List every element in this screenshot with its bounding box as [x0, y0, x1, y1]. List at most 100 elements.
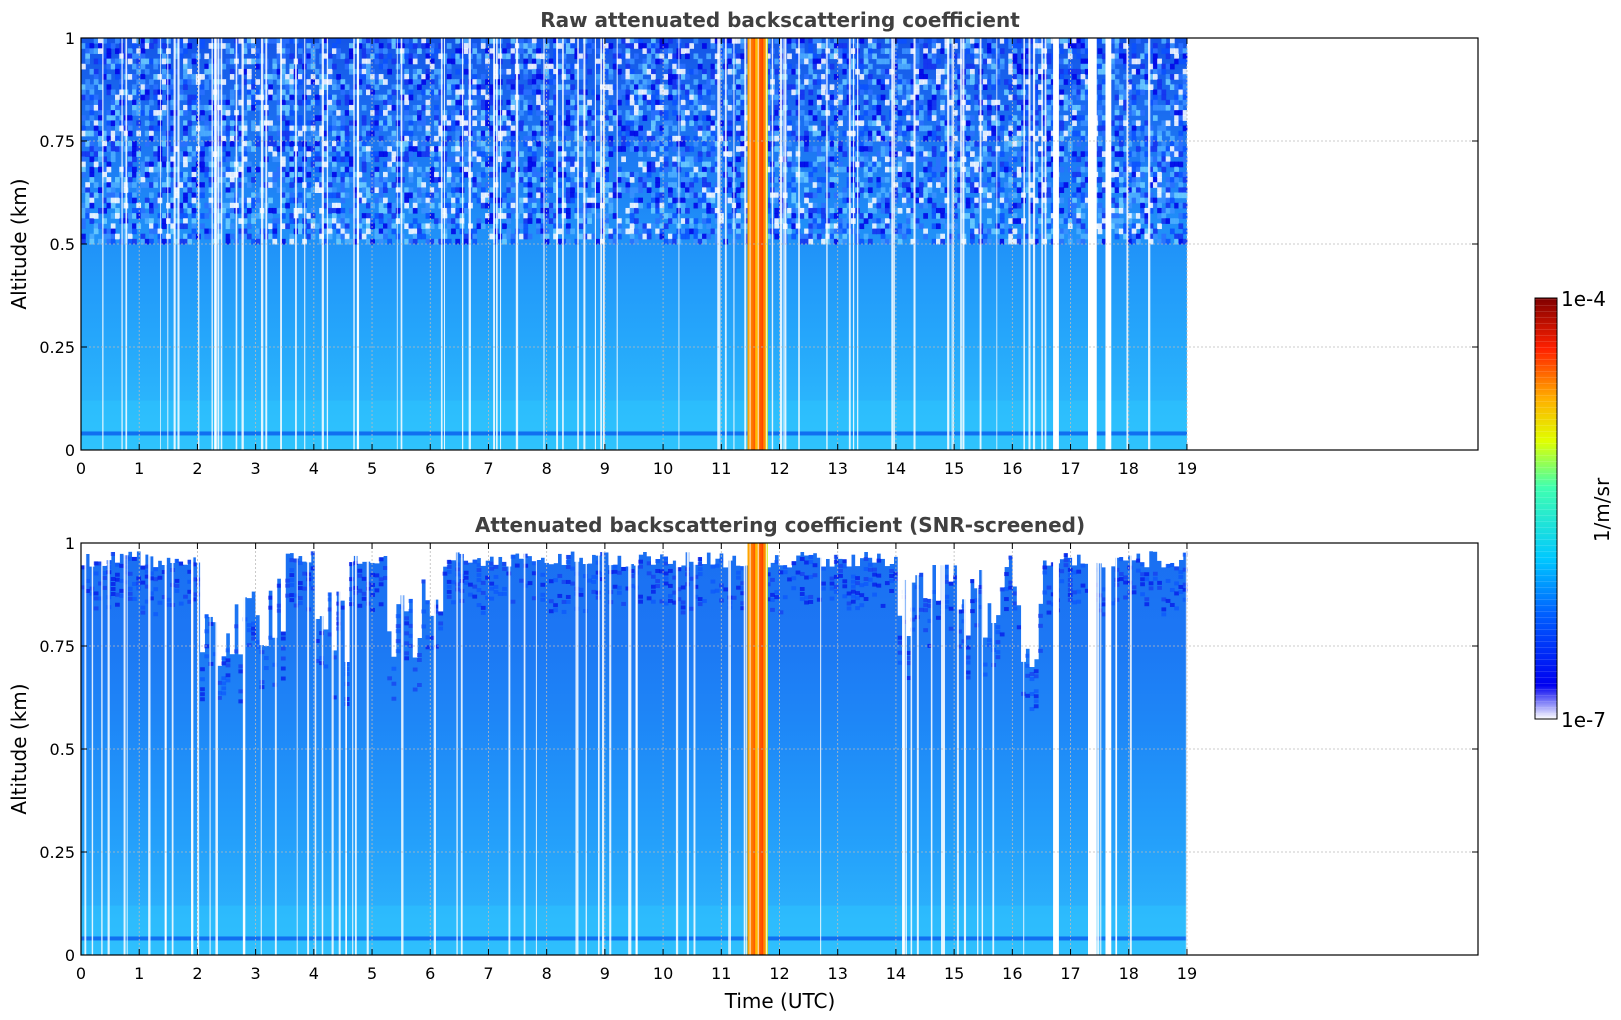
heatmap-cell	[927, 166, 933, 173]
heatmap-cell	[880, 94, 886, 101]
heatmap-cell	[685, 146, 690, 152]
heatmap-cell	[693, 233, 699, 240]
heatmap-cell	[935, 161, 941, 168]
heatmap-cell	[225, 104, 231, 111]
heatmap-cell	[327, 74, 333, 80]
heatmap-cell	[659, 84, 665, 90]
heatmap-cell	[974, 187, 980, 193]
heatmap-cell	[89, 233, 95, 240]
heatmap-cell	[370, 89, 376, 96]
heatmap-cell	[1004, 182, 1009, 188]
heatmap-cell	[353, 213, 358, 219]
heatmap-cell	[948, 151, 954, 157]
heatmap-cell	[799, 207, 805, 214]
heatmap-cell	[553, 115, 558, 121]
heatmap-cell	[659, 130, 665, 137]
heatmap-cell	[81, 63, 86, 70]
heatmap-cell	[901, 99, 907, 106]
heatmap-cell	[536, 187, 541, 193]
heatmap-cell	[765, 202, 771, 209]
heatmap-cell	[599, 146, 605, 152]
heatmap-cell	[948, 130, 954, 137]
heatmap-cell	[519, 38, 524, 44]
heatmap-cell	[246, 43, 252, 49]
heatmap-cell	[880, 48, 886, 54]
heatmap-cell	[918, 125, 924, 132]
heatmap-cell	[110, 120, 116, 127]
heatmap-cell	[595, 146, 601, 152]
heatmap-cell	[531, 151, 537, 157]
heatmap-cell	[595, 110, 601, 116]
heatmap-cell	[655, 141, 661, 147]
heatmap-cell	[608, 125, 614, 132]
heatmap-cell	[204, 53, 210, 60]
heatmap-cell	[629, 58, 635, 65]
heatmap-cell	[531, 43, 537, 49]
heatmap-cell	[455, 166, 461, 173]
heatmap-cell	[953, 141, 958, 147]
heatmap-cell	[685, 177, 690, 183]
heatmap-cell	[616, 94, 622, 101]
heatmap-cell	[370, 68, 376, 75]
heatmap-cell	[910, 63, 916, 70]
heatmap-cell	[650, 202, 656, 209]
heatmap-cell	[897, 84, 903, 90]
heatmap-cell	[570, 99, 575, 106]
heatmap-cell	[663, 115, 669, 121]
heatmap-cell	[765, 38, 771, 44]
heatmap-cell	[383, 228, 388, 235]
heatmap-cell	[314, 130, 320, 137]
heatmap-cell	[1025, 58, 1031, 65]
heatmap-cell	[884, 202, 890, 209]
heatmap-cell	[859, 182, 865, 188]
heatmap-cell	[974, 182, 980, 188]
heatmap-cell	[115, 141, 120, 147]
heatmap-cell	[502, 197, 507, 204]
heatmap-cell	[672, 84, 678, 90]
heatmap-cell	[821, 89, 826, 96]
heatmap-cell	[297, 202, 303, 209]
heatmap-cell	[867, 238, 873, 245]
heatmap-cell	[599, 171, 605, 178]
heatmap-cell	[527, 48, 533, 54]
heatmap-cell	[395, 63, 401, 70]
heatmap-cell	[463, 171, 469, 178]
heatmap-cell	[268, 182, 273, 188]
heatmap-cell	[744, 197, 750, 204]
heatmap-cell	[81, 43, 86, 49]
heatmap-cell	[455, 89, 461, 96]
heatmap-cell	[383, 110, 388, 116]
heatmap-cell	[242, 130, 248, 137]
heatmap-cell	[982, 151, 988, 157]
heatmap-cell	[935, 207, 941, 214]
heatmap-cell	[183, 125, 188, 132]
heatmap-cell	[727, 213, 733, 219]
heatmap-cell	[387, 115, 393, 121]
heatmap-cell	[633, 146, 639, 152]
heatmap-cell	[280, 177, 286, 183]
heatmap-cell	[927, 125, 933, 132]
heatmap-cell	[659, 197, 665, 204]
heatmap-cell	[995, 182, 1001, 188]
heatmap-cell	[914, 53, 920, 60]
heatmap-cell	[965, 79, 971, 85]
heatmap-cell	[914, 94, 920, 101]
heatmap-cell	[706, 53, 712, 60]
heatmap-cell	[459, 48, 465, 54]
heatmap-cell	[740, 207, 746, 214]
heatmap-cell	[217, 84, 222, 90]
heatmap-cell	[136, 53, 142, 60]
heatmap-cell	[93, 146, 99, 152]
heatmap-cell	[697, 202, 703, 209]
heatmap-cell	[987, 166, 992, 173]
heatmap-cell	[791, 192, 797, 199]
heatmap-cell	[1033, 94, 1039, 101]
heatmap-cell	[897, 58, 903, 65]
heatmap-cell	[485, 202, 490, 209]
heatmap-cell	[765, 135, 771, 142]
heatmap-cell	[931, 110, 937, 116]
heatmap-cell	[944, 120, 950, 127]
heatmap-cell	[170, 120, 176, 127]
heatmap-cell	[795, 218, 801, 224]
heatmap-cell	[697, 238, 703, 245]
